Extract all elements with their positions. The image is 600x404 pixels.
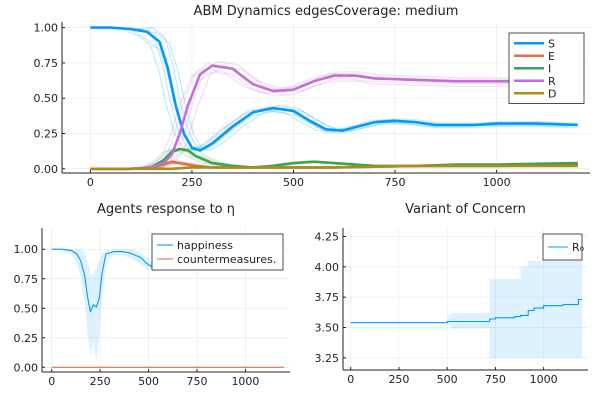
abm-y-tick-label-2: 0.50 bbox=[34, 92, 59, 105]
agents-legend-label-0: happiness bbox=[177, 239, 233, 252]
abm-x-tick-label-3: 750 bbox=[385, 176, 406, 189]
agents-x-tick-label-3: 750 bbox=[187, 375, 208, 388]
agents-y-tick-label-1: 0.25 bbox=[14, 332, 39, 345]
abm-legend-label-0: S bbox=[548, 37, 555, 50]
abm-plot-area bbox=[90, 26, 578, 171]
abm-run-3-0 bbox=[90, 68, 569, 170]
abm-series-line-0 bbox=[90, 26, 578, 152]
agents-x-tick-label-0: 0 bbox=[48, 375, 55, 388]
variant-x-tick-label-4: 1000 bbox=[530, 373, 558, 386]
abm-x-tick-label-2: 500 bbox=[283, 176, 304, 189]
variant-chart: Variant of Concern 0 250 500 750 1000 3.25 3.50… bbox=[315, 202, 588, 386]
agents-y-tick-label-0: 0.00 bbox=[14, 361, 39, 374]
abm-run-3-3 bbox=[95, 60, 578, 170]
abm-series-line-3 bbox=[90, 64, 578, 171]
abm-title: ABM Dynamics edgesCoverage: medium bbox=[194, 4, 459, 19]
variant-plot-area bbox=[350, 260, 583, 358]
abm-series-line-4 bbox=[90, 164, 578, 171]
agents-legend-label-1: countermeasures. bbox=[177, 253, 276, 266]
variant-x-tick-label-0: 0 bbox=[347, 373, 354, 386]
agents-band-0 bbox=[51, 249, 153, 362]
variant-x-tick-label-2: 500 bbox=[437, 373, 458, 386]
abm-x-tick-label-0: 0 bbox=[87, 176, 94, 189]
agents-y-tick-label-3: 0.75 bbox=[14, 273, 39, 286]
variant-x-tick-label-1: 250 bbox=[388, 373, 409, 386]
agents-legend-box bbox=[151, 233, 284, 271]
variant-series-line-0 bbox=[350, 299, 583, 324]
abm-y-tick-label-4: 1.00 bbox=[34, 22, 59, 35]
agents-x-tick-label-2: 500 bbox=[138, 375, 159, 388]
abm-run-0-2 bbox=[90, 26, 578, 153]
variant-y-tick-label-1: 3.50 bbox=[315, 322, 340, 335]
abm-y-tick-label-3: 0.75 bbox=[34, 57, 59, 70]
variant-y-tick-label-0: 3.25 bbox=[315, 352, 340, 365]
agents-y-tick-label-4: 1.00 bbox=[14, 243, 39, 256]
agents-title: Agents response to η bbox=[97, 202, 235, 217]
abm-y-tick-label-0: 0.00 bbox=[34, 163, 59, 176]
variant-legend: R₀ bbox=[542, 233, 585, 261]
variant-y-tick-label-2: 3.75 bbox=[315, 291, 340, 304]
abm-y-tick-label-1: 0.25 bbox=[34, 127, 59, 140]
variant-y-tick-label-4: 4.25 bbox=[315, 230, 340, 243]
variant-band-0 bbox=[350, 260, 583, 358]
abm-legend-label-1: E bbox=[548, 50, 555, 63]
agents-y-tick-label-2: 0.50 bbox=[14, 302, 39, 315]
abm-run-0-3 bbox=[95, 26, 578, 151]
abm-legend-label-4: D bbox=[548, 87, 556, 100]
agents-chart: Agents response to η 0 250 500 750 1000 0.00 0.… bbox=[14, 202, 290, 388]
abm-x-tick-label-4: 1000 bbox=[483, 176, 511, 189]
variant-legend-label-0: R₀ bbox=[572, 241, 585, 254]
abm-legend-label-2: I bbox=[548, 62, 551, 75]
abm-x-tick-label-1: 250 bbox=[181, 176, 202, 189]
agents-x-tick-label-4: 1000 bbox=[231, 375, 259, 388]
agents-plot-area bbox=[51, 248, 285, 368]
abm-chart: ABM Dynamics edgesCoverage: medium 0 250 50… bbox=[34, 4, 590, 189]
abm-legend-label-3: R bbox=[548, 75, 556, 88]
variant-x-tick-label-3: 750 bbox=[485, 373, 506, 386]
agents-series-line-0 bbox=[51, 248, 153, 313]
variant-y-tick-label-3: 4.00 bbox=[315, 261, 340, 274]
variant-title: Variant of Concern bbox=[405, 202, 526, 217]
agents-x-tick-label-1: 250 bbox=[90, 375, 111, 388]
